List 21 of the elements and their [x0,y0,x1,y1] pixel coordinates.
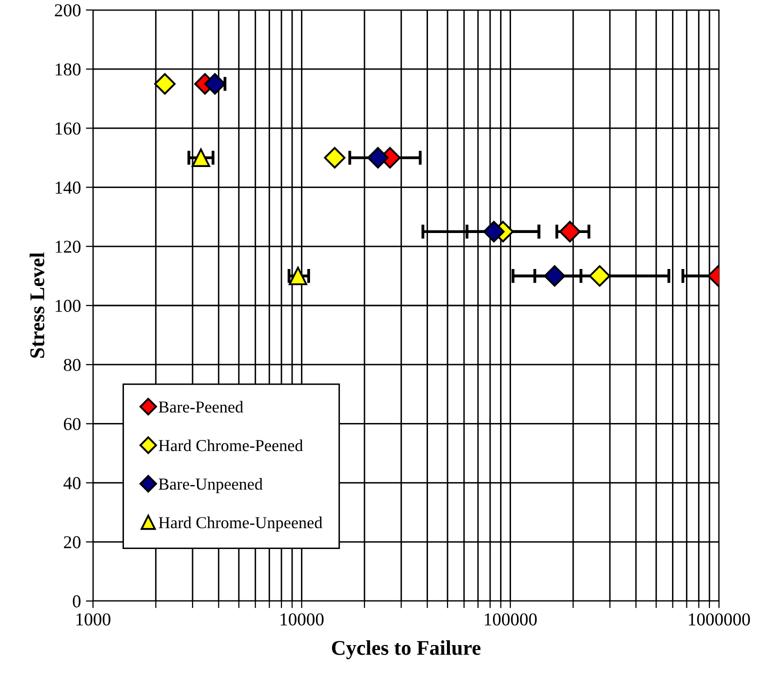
x-tick-label: 1000000 [688,613,750,626]
y-tick-label: 40 [63,477,81,490]
y-axis-title: Stress Level [30,252,44,358]
legend-label: Bare-Unpeened [158,478,263,494]
legend-label: Hard Chrome-Unpeened [158,516,322,532]
y-tick-label: 180 [56,63,81,76]
y-tick-label: 80 [64,358,81,372]
y-tick-label: 160 [56,122,81,135]
y-tick-label: 200 [54,4,81,16]
x-tick-label: 100000 [484,613,537,626]
legend-label: Bare-Peened [158,400,244,413]
y-tick-label: 100 [56,300,81,312]
y-tick-label: 140 [56,182,81,194]
y-tick-label: 120 [56,240,81,253]
y-tick-label: 0 [72,595,81,608]
y-tick-label: 60 [64,418,81,430]
x-tick-label: 10000 [280,613,324,626]
x-tick-label: 1000 [76,613,110,626]
legend-label: Hard Chrome-Peened [158,439,303,452]
y-tick-label: 20 [64,536,81,548]
x-axis-title: Cycles to Failure [332,640,480,660]
